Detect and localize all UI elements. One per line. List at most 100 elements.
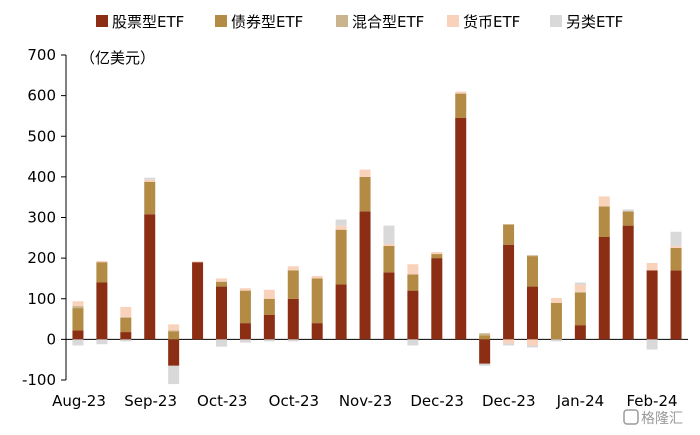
bar-segment (622, 225, 634, 340)
y-tick-label: 700 (27, 46, 56, 64)
bar-segment (479, 335, 491, 340)
bar-segment (622, 211, 634, 226)
bar-segment (72, 330, 84, 340)
bar-segment (144, 181, 156, 215)
bar-segment (455, 93, 467, 118)
x-tick-label: Dec-23 (410, 392, 464, 410)
bar-segment (239, 323, 251, 340)
y-tick-label: 100 (27, 290, 56, 308)
bar-segment (574, 282, 586, 285)
bar-segment (120, 332, 132, 340)
legend-label-money: 货币ETF (463, 13, 520, 31)
bar-segment (646, 270, 658, 340)
bar-segment (96, 282, 108, 340)
bar-segment (383, 272, 395, 340)
bar-segment (407, 274, 419, 291)
bar-segment (216, 278, 227, 282)
bar-segment (72, 308, 84, 331)
bar-segment (120, 317, 132, 318)
bar-segment (263, 315, 275, 340)
legend: 股票型ETF 债券型ETF 混合型ETF 货币ETF 另类ETF (96, 13, 623, 31)
bar-segment (263, 298, 275, 315)
bar-segment (598, 206, 610, 237)
bar-segment (527, 255, 538, 257)
x-tick-label: Oct-23 (269, 392, 319, 410)
watermark-text: 格隆汇 (641, 411, 683, 427)
bar-segment (550, 339, 562, 342)
bar-segment (527, 339, 538, 346)
bar-segment (72, 339, 84, 346)
watermark: 格隆汇 (623, 409, 683, 427)
bar-segment (335, 229, 347, 285)
bar-segment (287, 270, 299, 299)
bar-segment (263, 289, 275, 299)
legend-swatch-other (550, 15, 562, 27)
watermark-logo-icon (623, 409, 639, 425)
bar-segment (287, 266, 299, 271)
bar-segment (335, 225, 347, 230)
unit-label: （亿美元） (80, 49, 155, 67)
bar-segment (479, 363, 491, 366)
bar-segment (646, 263, 658, 271)
bar-segment (431, 258, 443, 340)
legend-label-bond: 债券型ETF (231, 13, 303, 31)
bar-segment (574, 292, 586, 326)
bar-segment (527, 286, 538, 340)
bar-segment (144, 179, 156, 182)
legend-label-other: 另类ETF (566, 13, 623, 31)
bar-segment (598, 237, 610, 340)
bar-segment (120, 339, 132, 342)
bar-segment (670, 247, 682, 271)
legend-swatch-mixed (336, 15, 348, 27)
bar-segment (192, 261, 204, 263)
bar-segment (96, 262, 108, 283)
legend-swatch-money (447, 15, 459, 27)
x-tick-label: Sep-23 (124, 392, 177, 410)
bar-segment (670, 270, 682, 340)
bar-segment (311, 323, 323, 340)
bar-segment (550, 297, 562, 303)
bar-segment (527, 345, 538, 348)
bar-segment (407, 290, 419, 340)
legend-swatch-bond (215, 15, 227, 27)
bar-segment (550, 302, 562, 340)
y-tick-label: 300 (27, 209, 56, 227)
bar-segment (383, 245, 395, 273)
y-tick-label: -100 (22, 371, 56, 389)
bar-segment (359, 211, 371, 340)
y-tick-label: 400 (27, 168, 56, 186)
bar-segment (383, 243, 395, 246)
bar-segment (120, 306, 132, 318)
bar-segment (503, 343, 515, 346)
bar-segment (574, 291, 586, 293)
bar-segment (383, 225, 395, 244)
bar-segment (96, 260, 108, 263)
bar-segment (216, 281, 227, 287)
legend-swatch-stock (96, 15, 108, 27)
bar-segment (239, 288, 251, 291)
x-tick-label: Oct-23 (197, 392, 247, 410)
bar-segment (479, 339, 491, 364)
bar-segment (216, 286, 227, 340)
x-tick-label: Nov-23 (339, 392, 392, 410)
bar-segment (168, 339, 180, 366)
bar-segment (455, 117, 467, 340)
bar-segment (335, 284, 347, 340)
y-tick-label: 0 (46, 330, 56, 348)
bar-segment (144, 177, 156, 180)
y-tick-label: 200 (27, 249, 56, 267)
bar-segment (598, 196, 610, 207)
legend-label-stock: 股票型ETF (112, 13, 184, 31)
bar-segment (527, 256, 538, 287)
y-axis: -100 0 100 200 300 400 500 600 700 (22, 46, 67, 389)
bar-segment (359, 169, 371, 177)
bar-segment (168, 365, 180, 385)
bar-segment (72, 301, 84, 307)
bar-segment (574, 325, 586, 340)
bar-segment (359, 176, 371, 212)
bar-segment (670, 231, 682, 246)
x-tick-label: Jan-24 (556, 392, 605, 410)
bar-segment (311, 278, 323, 324)
legend-label-mixed: 混合型ETF (352, 13, 424, 31)
